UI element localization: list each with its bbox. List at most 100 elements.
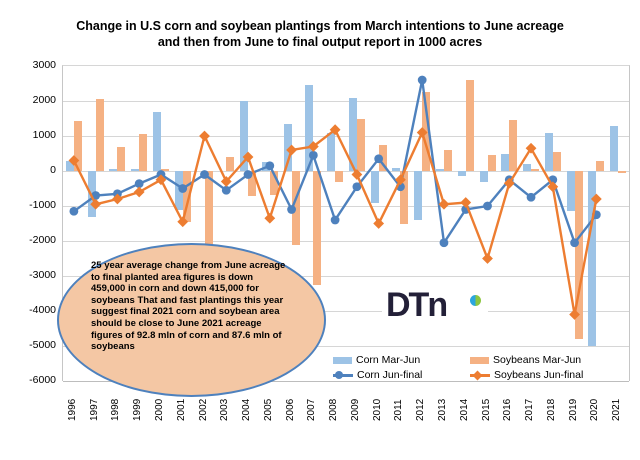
bar-soybeans-1997 xyxy=(95,99,104,171)
marker-diamond-1999 xyxy=(133,186,145,198)
y-tick-label: -2000 xyxy=(29,234,56,246)
legend-label: Soybeans Mar-Jun xyxy=(493,354,582,366)
bar-soybeans-2005 xyxy=(269,171,278,195)
marker-diamond-2011 xyxy=(395,174,406,186)
annotation-ellipse: 25 year average change from June acreage… xyxy=(57,243,326,397)
marker-diamond-2008 xyxy=(329,124,341,136)
x-tick-label: 2020 xyxy=(589,398,601,421)
legend-label: Corn Mar-Jun xyxy=(356,354,421,366)
marker-diamond-1996 xyxy=(68,155,80,166)
x-tick-label: 2007 xyxy=(306,398,318,421)
bar-soybeans-2014 xyxy=(465,80,474,171)
bar-corn-2021 xyxy=(610,125,619,171)
bar-soybeans-1998 xyxy=(117,146,126,171)
x-tick-label: 2018 xyxy=(545,398,557,421)
marker-diamond-2004 xyxy=(242,151,254,163)
chart-title-line1: Change in U.S corn and soybean plantings… xyxy=(76,19,564,33)
dtn-logo-circle-icon xyxy=(470,295,481,306)
bar-corn-2012 xyxy=(414,171,423,220)
x-tick-label: 2015 xyxy=(480,398,492,421)
marker-circle-2017 xyxy=(526,192,536,202)
x-tick-label: 2014 xyxy=(458,398,470,421)
bar-corn-2006 xyxy=(283,123,292,171)
gridline xyxy=(63,346,629,347)
y-tick-label: 2000 xyxy=(32,94,56,106)
x-tick-label: 2013 xyxy=(436,398,448,421)
bar-soybeans-2021 xyxy=(618,171,627,173)
marker-circle-2004 xyxy=(243,170,253,179)
y-tick-label: -3000 xyxy=(29,269,56,281)
marker-circle-2019 xyxy=(570,238,579,248)
bar-corn-1998 xyxy=(109,169,118,171)
bar-corn-2010 xyxy=(370,171,379,203)
bar-soybeans-1996 xyxy=(73,121,82,171)
marker-diamond-2017 xyxy=(525,142,537,154)
bar-soybeans-2008 xyxy=(335,171,344,182)
legend-item-soybeans-mar-jun: Soybeans Mar-Jun xyxy=(470,354,581,366)
plot-area xyxy=(62,65,630,382)
bar-corn-2020 xyxy=(588,171,597,346)
marker-diamond-2019 xyxy=(569,309,580,320)
x-tick-label: 2021 xyxy=(611,398,623,421)
bar-corn-2011 xyxy=(392,167,401,171)
y-tick-label: -5000 xyxy=(29,339,56,351)
gridline xyxy=(63,136,629,137)
bar-corn-2004 xyxy=(240,101,249,171)
bar-soybeans-1999 xyxy=(139,134,148,171)
x-tick-label: 2009 xyxy=(349,398,361,421)
y-tick-label: -4000 xyxy=(29,304,56,316)
marker-circle-2013 xyxy=(439,238,449,248)
marker-circle-2009 xyxy=(352,182,362,192)
gridline xyxy=(63,171,629,172)
x-tick-label: 2016 xyxy=(502,398,514,421)
marker-diamond-2006 xyxy=(286,144,297,156)
marker-circle-2015 xyxy=(483,201,492,211)
annotation-text: 25 year average change from June acreage… xyxy=(91,260,286,353)
bar-soybeans-2003 xyxy=(226,157,235,171)
x-tick-label: 1997 xyxy=(88,398,100,421)
marker-circle-2005 xyxy=(265,161,275,171)
marker-diamond-2012 xyxy=(416,127,428,138)
y-tick-label: 3000 xyxy=(32,59,56,71)
marker-circle-1999 xyxy=(134,179,144,188)
bar-corn-1999 xyxy=(131,169,140,171)
marker-circle-2007 xyxy=(308,150,318,160)
bar-soybeans-2018 xyxy=(552,151,561,171)
marker-circle-2003 xyxy=(221,185,231,195)
marker-diamond-2010 xyxy=(373,218,385,229)
corn-line-swatch-icon xyxy=(333,371,353,380)
x-tick-label: 2011 xyxy=(393,399,405,421)
bar-soybeans-2020 xyxy=(596,160,605,171)
marker-diamond-2000 xyxy=(155,174,167,186)
bar-corn-2015 xyxy=(479,171,488,182)
legend-item-corn-mar-jun: Corn Mar-Jun xyxy=(333,354,420,366)
dtn-logo: DTn xyxy=(382,286,488,336)
marker-circle-2006 xyxy=(287,205,296,214)
legend-item-soybeans-jun-final: Soybeans Jun-final xyxy=(470,369,583,381)
bar-soybeans-2002 xyxy=(204,171,213,259)
marker-diamond-2001 xyxy=(177,216,189,228)
marker-diamond-2016 xyxy=(503,177,515,189)
marker-diamond-2003 xyxy=(220,176,232,187)
marker-diamond-2007 xyxy=(307,141,319,152)
bar-soybeans-2015 xyxy=(487,155,496,171)
bar-soybeans-2001 xyxy=(182,171,191,222)
gridline xyxy=(63,206,629,207)
bar-corn-2009 xyxy=(348,97,357,171)
bar-soybeans-2007 xyxy=(313,171,322,285)
marker-diamond-2009 xyxy=(351,169,363,180)
x-tick-label: 2019 xyxy=(567,398,579,421)
marker-circle-1996 xyxy=(69,206,79,216)
marker-diamond-2015 xyxy=(482,253,493,264)
bar-soybeans-2004 xyxy=(248,171,257,196)
bar-soybeans-2009 xyxy=(356,118,365,171)
x-tick-label: 1996 xyxy=(66,398,78,421)
x-tick-label: 2012 xyxy=(415,398,427,421)
marker-circle-2012 xyxy=(417,75,427,85)
bar-soybeans-2011 xyxy=(400,171,409,224)
bar-corn-2016 xyxy=(501,153,510,171)
y-tick-label: -6000 xyxy=(29,374,56,386)
marker-circle-2002 xyxy=(200,170,209,179)
marker-diamond-2020 xyxy=(590,193,602,205)
